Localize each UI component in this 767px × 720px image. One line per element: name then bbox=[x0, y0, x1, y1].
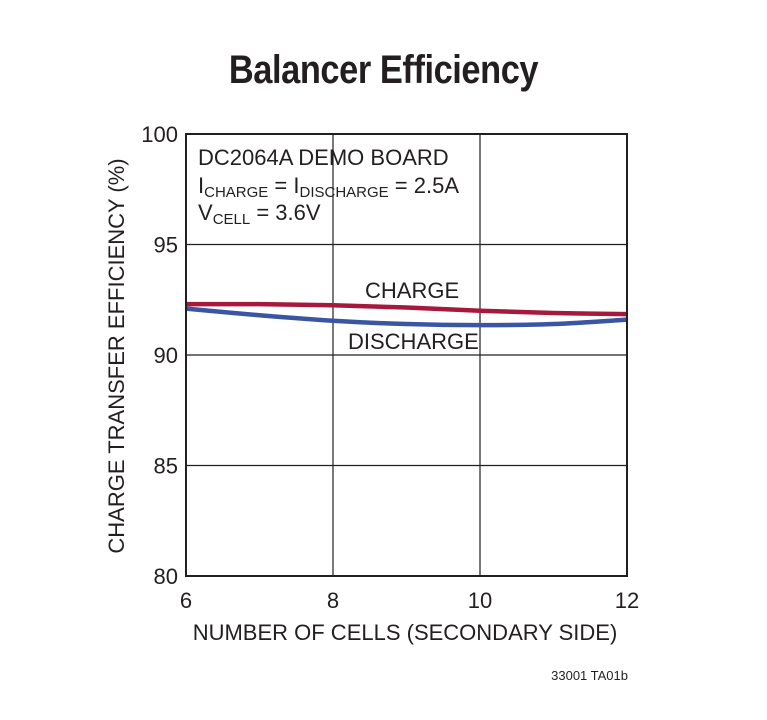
x-axis-label: NUMBER OF CELLS (SECONDARY SIDE) bbox=[193, 620, 618, 645]
annotation-voltage-value: = 3.6V bbox=[250, 200, 321, 225]
y-axis-label: CHARGE TRANSFER EFFICIENCY (%) bbox=[104, 158, 129, 553]
series-line-charge bbox=[185, 301, 628, 317]
figure-code: 33001 TA01b bbox=[551, 668, 628, 683]
annotation-current-sub-charge: CHARGE bbox=[204, 184, 268, 201]
x-tick-label: 8 bbox=[327, 588, 339, 613]
series-label-discharge: DISCHARGE bbox=[348, 329, 479, 354]
annotation-voltage-sub-cell: CELL bbox=[213, 211, 251, 228]
annotation-current-sub-discharge: DISCHARGE bbox=[300, 184, 389, 201]
x-tick-label: 12 bbox=[615, 588, 639, 613]
annotation-board: DC2064A DEMO BOARD bbox=[198, 145, 449, 170]
annotation-current-value: = 2.5A bbox=[389, 173, 460, 198]
series-lines bbox=[185, 301, 628, 328]
x-tick-label: 10 bbox=[468, 588, 492, 613]
series-label-charge: CHARGE bbox=[365, 278, 459, 303]
y-tick-label: 85 bbox=[154, 454, 178, 479]
y-tick-label: 90 bbox=[154, 343, 178, 368]
plot-frame bbox=[185, 133, 628, 577]
annotation-voltage-v: V bbox=[198, 200, 213, 225]
annotation-voltage: VCELL = 3.6V bbox=[198, 200, 321, 228]
y-tick-labels: 80 85 90 95 100 bbox=[141, 122, 178, 589]
series-line-discharge bbox=[185, 306, 628, 328]
annotation-current-i2: = I bbox=[268, 173, 299, 198]
annotation-current-i1: I bbox=[198, 173, 204, 198]
y-tick-label: 100 bbox=[141, 122, 178, 147]
x-tick-labels: 6 8 10 12 bbox=[180, 588, 639, 613]
x-tick-label: 6 bbox=[180, 588, 192, 613]
y-tick-label: 80 bbox=[154, 564, 178, 589]
chart-title: Balancer Efficiency bbox=[228, 48, 539, 92]
annotation-current: ICHARGE = IDISCHARGE = 2.5A bbox=[198, 173, 459, 201]
y-tick-label: 95 bbox=[154, 233, 178, 258]
